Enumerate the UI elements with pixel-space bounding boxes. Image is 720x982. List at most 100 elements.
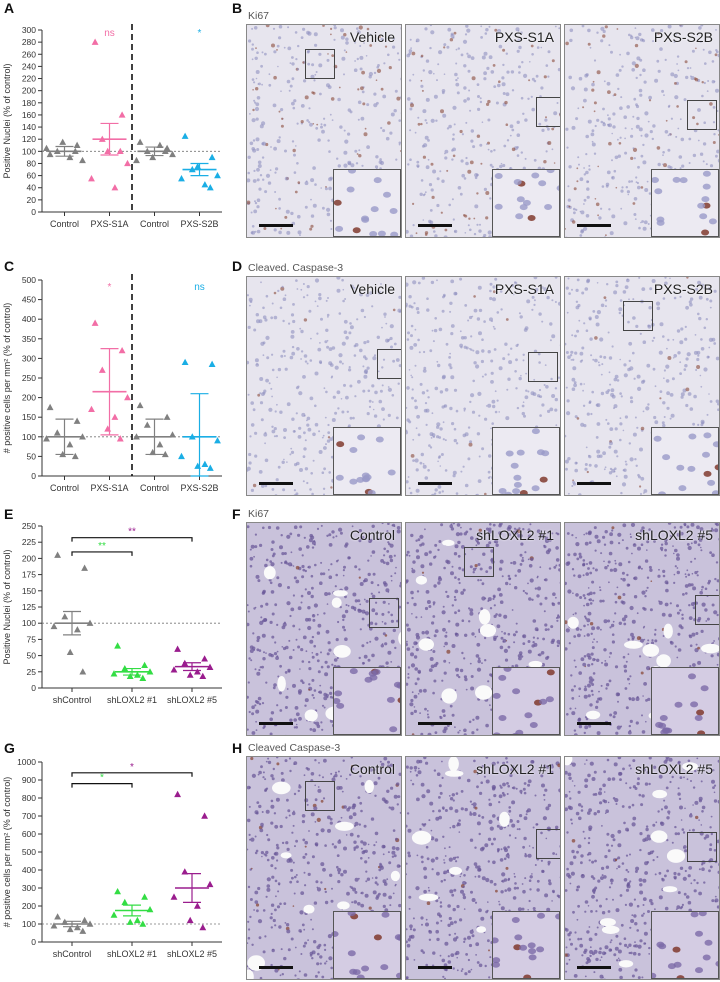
zoom-inset [651,911,719,979]
y-axis-label: Positive Nuclei (% of control) [2,63,12,178]
data-point [43,144,50,151]
data-point [149,153,157,161]
micrograph-condition-label: PXS-S1A [494,281,554,297]
y-axis-label: # positive cells per mm² (% of control) [2,303,12,454]
zoom-inset [651,427,719,495]
x-tick-label: shControl [53,695,92,705]
data-point [174,645,182,652]
region-of-interest-box [695,595,719,625]
micrograph-condition-label: shLOXL2 #1 [476,761,554,777]
micrograph-stain-title: Ki67 [248,508,270,520]
chart-e-nuclei-shloxl2: 0 25 50 75 100 125 150 175 200 225 250 shControl shL… [2,521,222,705]
micrograph-tile: PXS-S2B [564,24,720,238]
y-tick-label: 600 [22,829,36,839]
micrograph-tile: shLOXL2 #5 [564,522,720,736]
data-point [91,319,99,326]
zoom-inset [333,667,401,735]
data-point [53,429,61,436]
panel-letter-g: G [4,740,15,756]
significance-bracket [71,772,193,777]
region-of-interest-box [536,97,560,127]
y-tick-label: 100 [22,432,36,442]
data-point [139,920,147,927]
data-point [208,360,216,367]
zoom-inset [651,667,719,735]
y-tick-label: 0 [31,471,36,481]
data-point [146,668,154,675]
y-tick-label: 75 [27,634,37,644]
chart-c-caspase-pxs: 0 50 100 150 200 250 300 350 400 450 500 Control PXS… [2,274,222,493]
data-point [54,551,62,558]
data-point [59,138,67,145]
micrograph-stain-title: Ki67 [248,10,270,22]
region-of-interest-box [687,832,717,862]
micrograph-condition-label: Vehicle [349,29,395,45]
data-point [206,880,214,888]
zoom-inset [333,427,401,495]
significance-label: * [100,773,104,784]
scale-bar [259,482,293,485]
y-tick-label: 300 [22,883,36,893]
data-point [193,668,201,675]
region-of-interest-box [369,598,399,628]
micrograph-tile: Vehicle [246,276,402,496]
x-tick-label: PXS-S1A [90,219,128,229]
y-tick-label: 150 [22,586,36,596]
y-tick-label: 0 [31,207,36,217]
data-point [201,460,209,467]
y-tick-label: 60 [27,171,37,181]
data-point [208,153,216,161]
data-point [199,672,207,680]
scale-bar [259,224,293,227]
data-point [66,153,74,161]
data-point [186,671,194,678]
micrograph-condition-label: PXS-S2B [653,29,713,45]
data-point [111,184,119,191]
significance-bracket [71,551,133,556]
data-point [66,925,74,933]
data-point [88,405,95,413]
data-point [81,564,89,571]
micrograph-tile: shLOXL2 #5 [564,756,720,980]
y-tick-label: 1000 [17,757,36,767]
scale-bar [418,966,452,969]
data-point [110,670,118,677]
significance-label: ** [98,541,106,552]
data-point [133,156,140,164]
data-point [214,437,221,444]
y-tick-label: 700 [22,811,36,821]
data-point [201,655,209,662]
y-axis-label: Positive Nuclei (% of control) [2,549,12,664]
significance-bracket [71,783,133,788]
data-point [193,902,201,909]
tissue-texture [406,25,560,237]
micrograph-tile: PXS-S2B [564,276,720,496]
data-point [81,916,89,924]
significance-label: ns [104,28,115,39]
x-tick-label: Control [140,219,169,229]
data-point [79,156,86,164]
significance-label: * [130,762,134,773]
data-point [206,663,214,670]
data-point [71,452,79,460]
x-tick-label: PXS-S2B [180,219,218,229]
data-point [50,622,58,630]
x-tick-label: PXS-S1A [90,483,128,493]
y-tick-label: 225 [22,537,36,547]
data-point [178,175,185,182]
data-point [170,666,178,673]
micrograph-condition-label: Control [349,527,395,543]
micrograph-tile: PXS-S1A [405,276,561,496]
data-point [116,147,124,155]
data-point [141,893,149,900]
y-tick-label: 200 [22,553,36,563]
y-tick-label: 120 [22,134,36,144]
micrograph-tile: Vehicle [246,24,402,238]
data-point [201,181,209,188]
micrograph-condition-label: Control [349,761,395,777]
micrograph-tile: Control [246,756,402,980]
micrograph-condition-label: Vehicle [349,281,395,297]
data-point [201,812,209,819]
y-tick-label: 500 [22,275,36,285]
data-point [124,394,131,401]
